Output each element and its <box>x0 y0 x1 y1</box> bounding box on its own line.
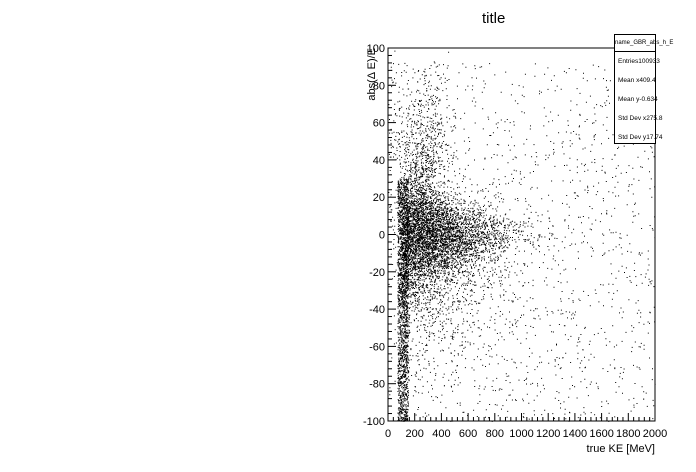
y-tick-label-80: 80 <box>373 80 385 92</box>
stats-row-value: -0.634 <box>639 95 658 103</box>
stats-name: name_GBR_abs_h_E <box>615 35 673 52</box>
y-tick-label--60: -60 <box>369 341 385 353</box>
stats-row-label: Mean y <box>618 95 640 103</box>
stats-row: Mean x 409.4 <box>618 72 656 88</box>
scatter-point-cloud <box>388 50 656 422</box>
stats-row: Std Dev y 17.74 <box>618 129 662 145</box>
x-tick-label-800: 800 <box>486 428 504 440</box>
x-tick-label-600: 600 <box>459 428 477 440</box>
stats-box: name_GBR_abs_h_E Entries 100933 Mean x 409.… <box>614 34 673 145</box>
y-tick-label-20: 20 <box>373 192 385 204</box>
stats-row-value: 17.74 <box>646 133 663 141</box>
x-tick-label-400: 400 <box>432 428 450 440</box>
x-tick-label-1800: 1800 <box>616 428 640 440</box>
stats-row: Std Dev x 275.8 <box>618 110 662 126</box>
y-axis-label: abs(Δ E)/E <box>366 48 378 101</box>
y-tick-label-40: 40 <box>373 155 385 167</box>
x-tick-label-1000: 1000 <box>509 428 533 440</box>
y-tick-label-60: 60 <box>373 118 385 130</box>
stats-row: Mean y -0.634 <box>618 91 658 107</box>
y-tick-label--80: -80 <box>369 379 385 391</box>
x-tick-label-2000: 2000 <box>643 428 667 440</box>
x-tick-label-0: 0 <box>385 428 391 440</box>
stats-row-label: Std Dev y <box>618 133 647 141</box>
stats-row-value: 100933 <box>638 57 660 65</box>
x-tick-label-1400: 1400 <box>563 428 587 440</box>
x-axis-label: true KE [MeV] <box>587 443 655 455</box>
stats-row-label: Std Dev x <box>618 114 647 122</box>
y-tick-label--100: -100 <box>363 416 385 428</box>
stats-row-value: 409.4 <box>639 76 656 84</box>
stats-row-value: 275.8 <box>646 114 663 122</box>
x-tick-label-200: 200 <box>406 428 424 440</box>
stats-row-label: Entries <box>618 57 639 65</box>
chart-title: title <box>482 10 506 27</box>
y-tick-label--20: -20 <box>369 267 385 279</box>
x-tick-label-1200: 1200 <box>536 428 560 440</box>
y-tick-label--40: -40 <box>369 304 385 316</box>
stats-row: Entries 100933 <box>618 53 660 69</box>
y-tick-label-100: 100 <box>367 43 385 55</box>
x-tick-label-1600: 1600 <box>589 428 613 440</box>
y-tick-label-0: 0 <box>379 230 385 242</box>
stats-row-label: Mean x <box>618 76 640 84</box>
scatter-points <box>388 50 656 422</box>
